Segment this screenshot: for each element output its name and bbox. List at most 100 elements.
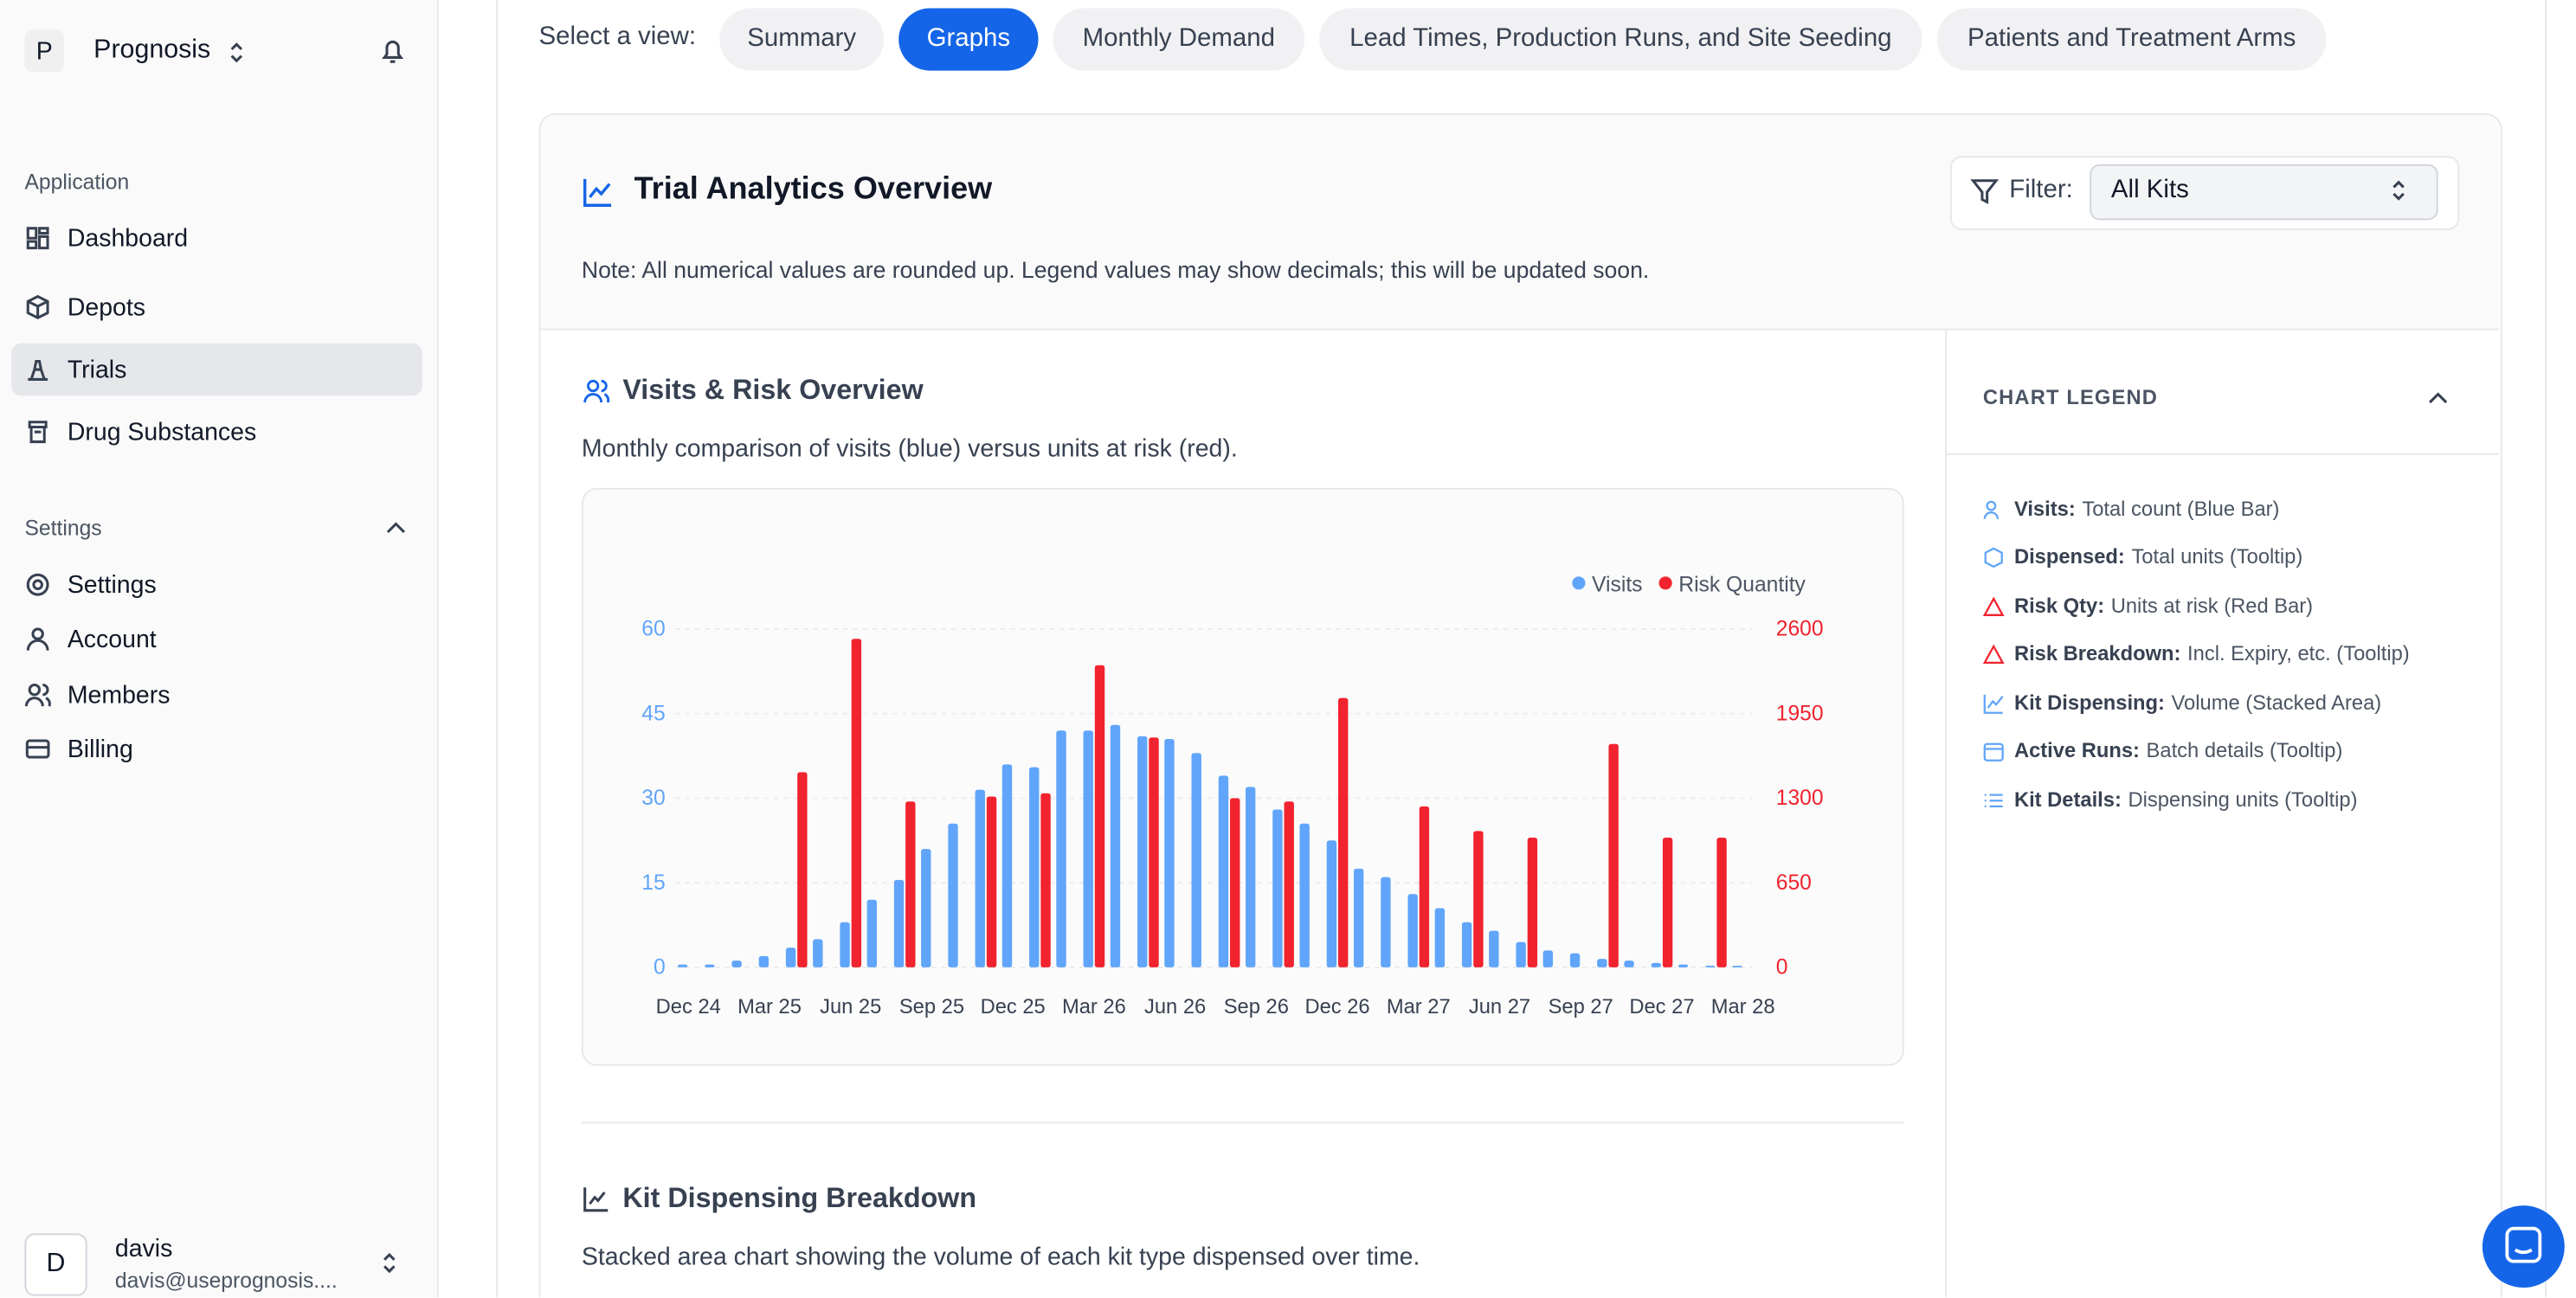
bar [677, 964, 688, 967]
legend-term: Risk Qty: [2013, 594, 2105, 618]
bar [1705, 965, 1716, 967]
section-title: Application [24, 169, 130, 194]
x-tick-label: Mar 25 [737, 996, 802, 1018]
bar [1624, 961, 1634, 967]
y-tick-label: 45 [641, 702, 665, 725]
nav-item[interactable]: Drug Substances [11, 406, 422, 459]
nav-label: Depots [67, 292, 146, 322]
bar [1662, 837, 1673, 967]
legend-label: Visits [1592, 573, 1642, 596]
bar [705, 964, 715, 967]
x-tick-label: Dec 24 [656, 996, 721, 1018]
tabs-label: Select a view: [538, 22, 697, 51]
nav-item[interactable]: Settings [11, 558, 422, 611]
bar [1029, 767, 1040, 967]
bar [1597, 959, 1607, 967]
section-title: Settings [24, 515, 102, 541]
sidebar: P Prognosis Application Dashboard Depots… [0, 0, 439, 1298]
x-tick-label: Dec 27 [1629, 996, 1694, 1018]
legend-desc: Dispensing units (Tooltip) [2128, 788, 2358, 812]
user-email: davis@useprognosis.... [114, 1268, 338, 1293]
tab[interactable]: Monthly Demand [1053, 8, 1305, 71]
collapse-icon[interactable] [2426, 389, 2450, 406]
org-name[interactable]: Prognosis [93, 35, 211, 65]
bar [1473, 831, 1484, 967]
nav-item[interactable]: Members [11, 668, 422, 721]
user-menu-icon[interactable] [379, 1250, 399, 1276]
bar [1678, 964, 1689, 967]
legend-row: Risk Qty: Units at risk (Red Bar) [1982, 594, 2313, 618]
notification-bell[interactable] [378, 36, 408, 66]
bar [1419, 806, 1430, 967]
nav-label: Members [67, 680, 171, 709]
bar [1353, 868, 1364, 967]
org-switch-icon[interactable] [227, 40, 247, 66]
legend-row: Dispensed: Total units (Tooltip) [1983, 545, 2302, 569]
legend-desc: Batch details (Tooltip) [2146, 739, 2343, 762]
bar [1191, 753, 1201, 967]
nav-label: Dashboard [67, 224, 189, 253]
bar [866, 899, 878, 967]
legend-label: Risk Quantity [1678, 573, 1806, 596]
collapse-icon[interactable] [384, 519, 408, 536]
note: Note: All numerical values are rounded u… [581, 256, 1650, 283]
legend-term: Visits: [2013, 498, 2076, 521]
x-tick-label: Dec 25 [981, 996, 1046, 1018]
tab[interactable]: Lead Times, Production Runs, and Site Se… [1319, 8, 1922, 71]
chart-icon [583, 178, 612, 207]
bar [1326, 840, 1337, 967]
bar [1569, 953, 1581, 967]
y2-tick-label: 1950 [1776, 702, 1824, 725]
filter-select[interactable] [2090, 164, 2438, 221]
x-tick-label: Jun 25 [820, 996, 881, 1018]
bar [1299, 823, 1310, 967]
legend-swatch [1658, 576, 1672, 590]
bar [758, 955, 770, 967]
bar [1137, 736, 1148, 967]
y2-tick-label: 0 [1776, 956, 1788, 980]
nav-item[interactable]: Dashboard [11, 212, 422, 265]
legend-desc: Volume (Stacked Area) [2171, 691, 2382, 715]
tab[interactable]: Graphs [898, 8, 1039, 71]
legend-title: CHART LEGEND [1982, 386, 2159, 409]
bar [921, 849, 931, 967]
tab[interactable]: Patients and Treatment Arms [1936, 8, 2327, 71]
legend-desc: Total count (Blue Bar) [2082, 498, 2280, 521]
tab[interactable]: Summary [719, 8, 885, 71]
bar [893, 879, 905, 967]
bar [1716, 837, 1727, 967]
bar [1434, 908, 1446, 967]
chat-button[interactable] [2482, 1205, 2565, 1288]
divider [1947, 453, 2499, 455]
x-tick-label: Jun 27 [1469, 996, 1530, 1018]
nav-item[interactable]: Account [11, 613, 422, 665]
section-title: Kit Dispensing Breakdown [622, 1182, 977, 1214]
bar [1608, 743, 1619, 967]
x-tick-label: Mar 26 [1062, 996, 1126, 1018]
x-tick-label: Jun 26 [1144, 996, 1206, 1018]
bar [1527, 837, 1538, 967]
bar [1164, 739, 1175, 967]
bar [785, 948, 796, 967]
y2-tick-label: 1300 [1776, 787, 1824, 810]
bar [1407, 894, 1418, 967]
bar [1284, 801, 1294, 967]
bar [1542, 950, 1554, 967]
bar [797, 772, 808, 967]
nav-item[interactable]: Trials [11, 343, 422, 396]
x-tick-label: Sep 27 [1549, 996, 1613, 1018]
filter-label: Filter: [2009, 176, 2073, 204]
bar [1489, 930, 1499, 967]
bar [1094, 665, 1105, 967]
x-tick-label: Sep 26 [1224, 996, 1289, 1018]
bar [1272, 809, 1283, 967]
y-tick-label: 60 [641, 618, 665, 641]
bar [1056, 730, 1066, 967]
nav-label: Billing [67, 735, 133, 763]
bar [1516, 941, 1526, 967]
bar [731, 961, 742, 967]
bar [1218, 775, 1229, 967]
nav-item[interactable]: Depots [11, 281, 422, 334]
nav-item[interactable]: Billing [11, 723, 422, 775]
bar [851, 639, 862, 967]
